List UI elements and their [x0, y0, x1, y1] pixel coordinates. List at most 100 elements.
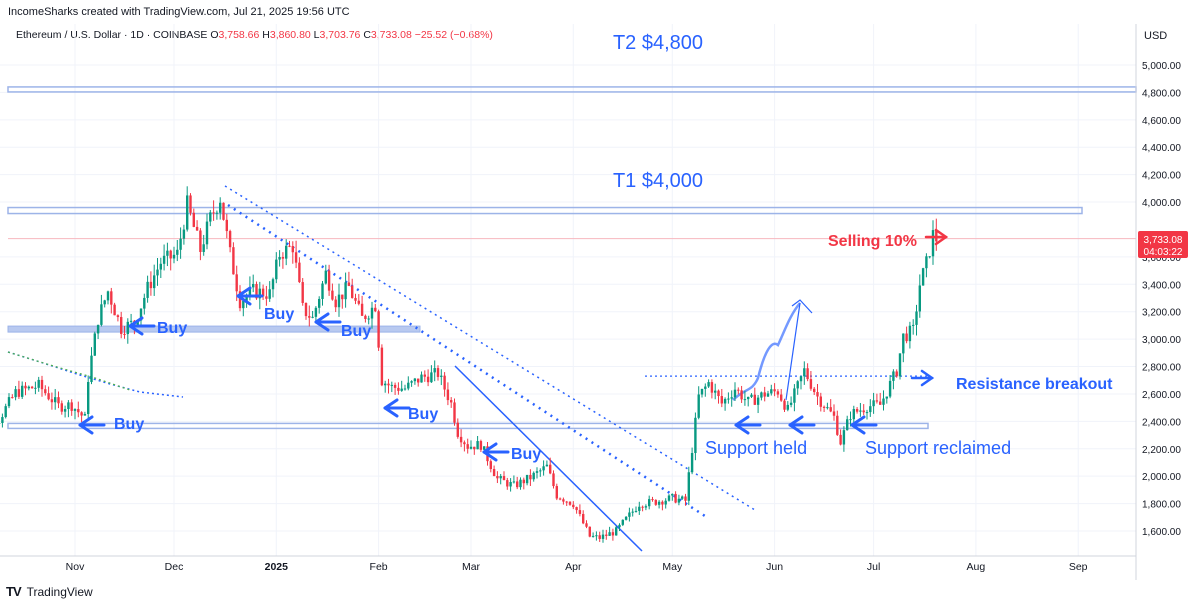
- candle-body: [624, 516, 628, 520]
- candle-body: [354, 297, 357, 301]
- candle-body: [611, 532, 615, 536]
- candle-body: [671, 493, 674, 496]
- last-price-value: 3,733.08: [1144, 235, 1183, 246]
- symbol-legend[interactable]: Ethereum / U.S. Dollar · 1D · COINBASE O…: [16, 29, 493, 41]
- candle-body: [463, 442, 466, 445]
- candle-body: [836, 415, 839, 435]
- target-zone-t1: [7, 206, 1083, 215]
- candle-body: [664, 500, 667, 505]
- candle-body: [308, 316, 311, 318]
- candle-body: [819, 396, 822, 407]
- candle-body: [1, 417, 4, 424]
- candle-body: [44, 389, 47, 394]
- high-value: 3,860.80: [269, 29, 311, 41]
- candle-body: [4, 406, 7, 418]
- candle-body: [747, 396, 750, 400]
- candle-body: [327, 270, 331, 291]
- candle-body: [413, 378, 417, 382]
- x-tick-label: Apr: [565, 561, 582, 573]
- trend-line-solid: [454, 365, 643, 552]
- candle-body: [654, 499, 657, 505]
- candle-body: [552, 473, 555, 487]
- candle-body: [212, 212, 215, 214]
- candle-body: [393, 384, 397, 388]
- low-value: 3,703.76: [319, 29, 361, 41]
- trend-line-dotted-inner: [227, 203, 709, 520]
- candle-body: [925, 256, 928, 269]
- candle-body: [809, 379, 813, 389]
- candle-body: [258, 288, 261, 299]
- candle-body: [595, 535, 598, 537]
- candle-body: [697, 394, 700, 418]
- currency-label[interactable]: USD: [1144, 30, 1168, 42]
- candle-body: [796, 381, 799, 389]
- candle-body: [677, 498, 681, 503]
- candle-body: [753, 394, 756, 405]
- chart-attribution: IncomeSharks created with TradingView.co…: [8, 6, 350, 18]
- candle-body: [357, 300, 360, 304]
- candle-body: [842, 430, 846, 445]
- grid-lines: [0, 24, 1136, 556]
- price-axis[interactable]: 1,600.00 1,800.00 2,000.00 2,200.00 2,400.00…: [1142, 61, 1181, 538]
- candle-body: [331, 290, 334, 300]
- candle-body: [37, 379, 40, 388]
- candle-body: [426, 376, 430, 383]
- annotation-label: Buy: [408, 406, 438, 423]
- candle-body: [710, 382, 714, 393]
- tradingview-logo[interactable]: TV TradingView: [6, 584, 93, 599]
- close-label: C: [363, 29, 371, 41]
- candle-body: [278, 256, 281, 260]
- candle-body: [714, 390, 717, 393]
- candle-body: [34, 387, 37, 389]
- candle-body: [14, 389, 17, 398]
- candle-body: [186, 195, 189, 230]
- candle-body: [450, 400, 453, 403]
- candle-body: [509, 481, 512, 487]
- candle-body: [103, 300, 106, 305]
- candle-body: [469, 446, 473, 449]
- candle-body: [707, 382, 710, 387]
- x-tick-label: 2025: [265, 561, 289, 573]
- annotations: T2 $4,800 T1 $4,000 Selling 10% Buy Buy Buy Bu…: [78, 32, 1113, 463]
- candle-body: [215, 212, 219, 214]
- candle-body: [826, 407, 829, 409]
- annotation-label: Support reclaimed: [865, 438, 1011, 458]
- candle-body: [70, 402, 73, 411]
- candle-body: [255, 283, 258, 299]
- candle-body: [687, 472, 690, 501]
- y-tick-label: 2,600.00: [1142, 390, 1181, 401]
- candle-body: [288, 245, 291, 247]
- candle-body: [370, 307, 374, 319]
- candle-body: [588, 526, 591, 537]
- candle-body: [506, 480, 509, 487]
- annotation-label: Buy: [264, 306, 294, 323]
- candle-body: [496, 476, 499, 479]
- y-tick-label: 3,200.00: [1142, 308, 1181, 319]
- candle-body: [585, 523, 588, 527]
- candle-body: [651, 499, 654, 501]
- candle-body: [813, 388, 816, 393]
- candle-body: [832, 411, 836, 416]
- time-axis[interactable]: Nov Dec 2025 Feb Mar Apr May Jun Jul Aug Sep: [66, 561, 1088, 573]
- candle-body: [879, 401, 882, 405]
- candle-body: [783, 400, 786, 410]
- candle-body: [908, 325, 912, 342]
- candle-body: [793, 388, 796, 403]
- candle-body: [525, 474, 529, 484]
- candle-body: [321, 283, 324, 299]
- candle-body: [248, 287, 252, 297]
- bar-countdown: 04:03:22: [1144, 247, 1183, 258]
- candle-body: [499, 476, 502, 479]
- candle-body: [324, 270, 327, 284]
- candle-body: [202, 244, 205, 252]
- candle-body: [397, 387, 400, 391]
- candle-body: [420, 374, 423, 383]
- candle-body: [898, 353, 902, 377]
- candle-body: [915, 311, 918, 325]
- candle-body: [403, 388, 407, 390]
- candle-body: [575, 507, 578, 511]
- candle-body: [816, 392, 819, 397]
- candle-body: [535, 471, 539, 473]
- candle-body: [110, 291, 113, 305]
